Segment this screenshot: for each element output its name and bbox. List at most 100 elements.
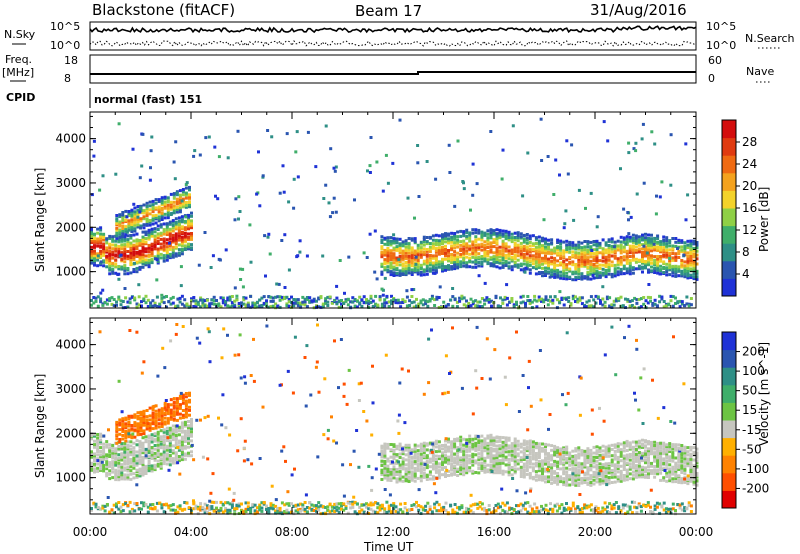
radar-cell: [115, 429, 119, 433]
radar-cell: [312, 299, 316, 303]
radar-cell: [450, 459, 454, 463]
radar-cell: [419, 474, 423, 478]
radar-cell: [547, 270, 550, 274]
radar-cell: [692, 450, 696, 454]
radar-cell: [656, 460, 660, 464]
radar-cell: [117, 240, 121, 244]
radar-cell: [90, 193, 94, 197]
radar-cell: [528, 445, 532, 448]
radar-cell: [544, 467, 547, 471]
radar-cell: [410, 248, 414, 252]
radar-cell: [262, 301, 266, 305]
radar-cell: [625, 269, 629, 273]
radar-cell: [456, 245, 460, 249]
radar-cell: [165, 305, 168, 309]
radar-cell: [507, 467, 511, 471]
radar-cell: [647, 263, 650, 267]
radar-cell: [647, 241, 650, 245]
radar-cell: [474, 260, 478, 264]
radar-cell: [433, 271, 437, 275]
radar-cell: [459, 243, 463, 247]
radar-cell: [105, 465, 109, 468]
radar-cell: [489, 460, 493, 464]
radar-cell: [108, 253, 112, 257]
radar-cell: [680, 446, 684, 450]
radar-cell: [674, 445, 678, 449]
radar-cell: [677, 451, 681, 455]
radar-cell: [114, 449, 118, 453]
radar-cell: [598, 275, 602, 279]
radar-cell: [680, 259, 684, 262]
radar-cell: [174, 254, 178, 258]
radar-cell: [301, 302, 305, 306]
radar-cell: [93, 263, 96, 267]
radar-cell: [123, 237, 127, 241]
radar-cell: [586, 449, 590, 453]
radar-cell: [568, 460, 572, 464]
radar-cell: [169, 202, 173, 206]
radar-cell: [153, 304, 157, 308]
radar-cell: [156, 446, 160, 450]
radar-cell: [168, 234, 172, 238]
radar-cell: [340, 305, 343, 309]
radar-cell: [480, 260, 484, 264]
radar-cell: [622, 446, 626, 450]
radar-cell: [142, 414, 146, 418]
radar-cell: [217, 155, 221, 159]
radar-cell: [188, 205, 191, 209]
radar-cell: [150, 440, 154, 444]
radar-cell: [175, 193, 179, 197]
radar-cell: [686, 257, 690, 261]
radar-cell: [492, 229, 496, 233]
radar-cell: [398, 249, 402, 252]
radar-cell: [662, 238, 666, 242]
radar-cell: [255, 305, 259, 309]
radar-cell: [474, 240, 478, 244]
radar-cell: [434, 256, 438, 260]
radar-cell: [136, 417, 140, 421]
radar-cell: [489, 231, 493, 235]
radar-cell: [534, 264, 538, 268]
radar-cell: [468, 466, 472, 470]
radar-cell: [425, 464, 429, 468]
radar-cell: [141, 246, 145, 250]
radar-cell: [150, 252, 154, 256]
radar-cell: [447, 264, 450, 268]
radar-cell: [111, 253, 115, 257]
radar-cell: [441, 269, 444, 273]
radar-cell: [528, 449, 532, 453]
radar-cell: [562, 274, 566, 278]
radar-cell: [398, 456, 402, 459]
radar-cell: [165, 241, 169, 245]
radar-cell: [674, 474, 678, 478]
radar-cell: [428, 261, 432, 264]
radar-cell: [269, 305, 273, 309]
radar-cell: [483, 459, 487, 463]
radar-cell: [144, 247, 148, 251]
radar-cell: [129, 234, 133, 237]
radar-cell: [568, 477, 572, 481]
radar-cell: [434, 261, 438, 265]
radar-cell: [616, 455, 620, 459]
radar-cell: [571, 454, 575, 458]
radar-cell: [392, 241, 396, 245]
radar-cell: [616, 266, 620, 270]
radar-cell: [471, 302, 475, 306]
radar-cell: [180, 302, 184, 306]
radar-cell: [133, 227, 137, 231]
radar-cell: [190, 211, 193, 215]
radar-cell: [124, 229, 128, 233]
radar-cell: [108, 449, 112, 453]
radar-cell: [647, 245, 650, 249]
radar-cell: [157, 215, 161, 219]
radar-cell: [171, 238, 175, 242]
radar-cell: [677, 458, 681, 462]
radar-cell: [592, 470, 596, 474]
radar-cell: [383, 262, 387, 266]
radar-cell: [135, 242, 139, 246]
radar-cell: [525, 467, 529, 471]
radar-cell: [495, 234, 499, 238]
radar-cell: [631, 237, 635, 240]
radar-cell: [147, 233, 151, 237]
radar-cell: [413, 266, 417, 270]
